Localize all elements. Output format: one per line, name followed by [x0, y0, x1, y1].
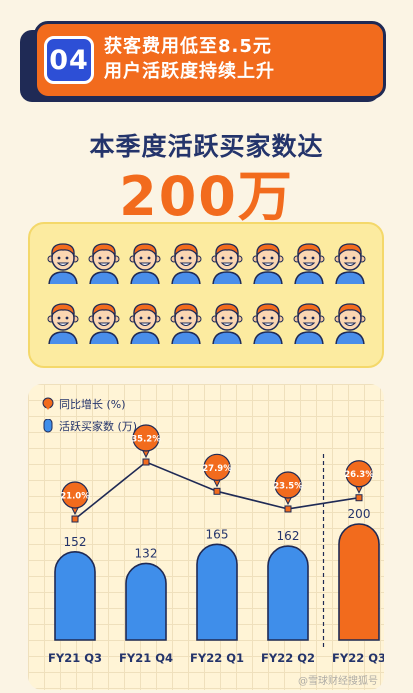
banner-text: 获客费用低至8.5元 用户活跃度持续上升 — [104, 34, 275, 84]
x-tick-label: FY22 Q3 — [332, 651, 384, 665]
x-tick-label: FY21 Q3 — [48, 651, 102, 665]
legend-item-buyers: 活跃买家数 (万) — [42, 418, 137, 434]
bar-icon — [43, 419, 53, 433]
person-icon — [129, 243, 161, 284]
watermark-text: @雪球财经搜狐号 — [298, 674, 378, 687]
person-icon — [211, 243, 243, 284]
legend-label-growth: 同比增长 (%) — [59, 398, 126, 411]
growth-value-label: 27.9% — [202, 464, 232, 474]
person-icon — [129, 303, 161, 344]
growth-point — [355, 494, 363, 502]
person-icon — [252, 243, 284, 284]
bar-3 — [267, 545, 309, 641]
x-tick-label: FY22 Q1 — [190, 651, 244, 665]
section-number-badge: 04 — [44, 36, 94, 84]
bar-0 — [54, 551, 96, 641]
chart-legend: 同比增长 (%) 活跃买家数 (万) — [42, 396, 137, 440]
person-icon — [88, 303, 120, 344]
banner-line-2: 用户活跃度持续上升 — [104, 61, 275, 82]
person-icon — [47, 303, 79, 344]
legend-item-growth: 同比增长 (%) — [42, 396, 137, 412]
bar-1 — [125, 562, 167, 641]
headline-title: 本季度活跃买家数达 — [89, 132, 324, 161]
bar-value-label: 200 — [348, 507, 371, 521]
growth-pin — [132, 424, 160, 452]
person-icon — [252, 303, 284, 344]
bar-4 — [338, 523, 380, 641]
combo-chart: 152 FY21 Q3 132 FY21 Q4 165 FY22 Q1 162 FY22 Q2… — [48, 424, 384, 687]
person-icon — [334, 303, 366, 344]
growth-value-label: 21.0% — [60, 492, 90, 502]
bar-value-label: 162 — [277, 529, 300, 543]
bar-value-label: 152 — [64, 535, 87, 549]
person-icon — [211, 303, 243, 344]
person-icon — [293, 243, 325, 284]
person-icon — [88, 243, 120, 284]
chart-panel: 同比增长 (%) 活跃买家数 (万) 152 FY21 Q3 132 FY21 Q4 1… — [28, 384, 384, 690]
growth-pin — [274, 471, 302, 499]
bar-2 — [196, 543, 238, 641]
pin-icon — [42, 397, 54, 410]
legend-label-buyers: 活跃买家数 (万) — [59, 420, 138, 433]
bar-value-label: 165 — [206, 527, 229, 541]
person-icon — [170, 303, 202, 344]
headline-figure: 200万 — [119, 165, 294, 228]
person-icon — [334, 243, 366, 284]
people-illustration-panel — [28, 222, 384, 368]
growth-pin — [61, 481, 89, 509]
growth-value-label: 26.3% — [344, 470, 374, 480]
growth-point — [284, 505, 292, 513]
growth-pin — [345, 460, 373, 488]
person-icon — [47, 243, 79, 284]
growth-point — [142, 458, 150, 466]
banner-line-1: 获客费用低至8.5元 — [104, 36, 272, 57]
x-tick-label: FY22 Q2 — [261, 651, 315, 665]
growth-value-label: 35.2% — [131, 435, 161, 445]
bar-value-label: 132 — [135, 546, 158, 560]
growth-pin — [203, 453, 231, 481]
growth-point — [213, 487, 221, 495]
growth-value-label: 23.5% — [273, 481, 303, 491]
person-icon — [170, 243, 202, 284]
x-tick-label: FY21 Q4 — [119, 651, 173, 665]
person-icon — [293, 303, 325, 344]
growth-point — [71, 515, 79, 523]
